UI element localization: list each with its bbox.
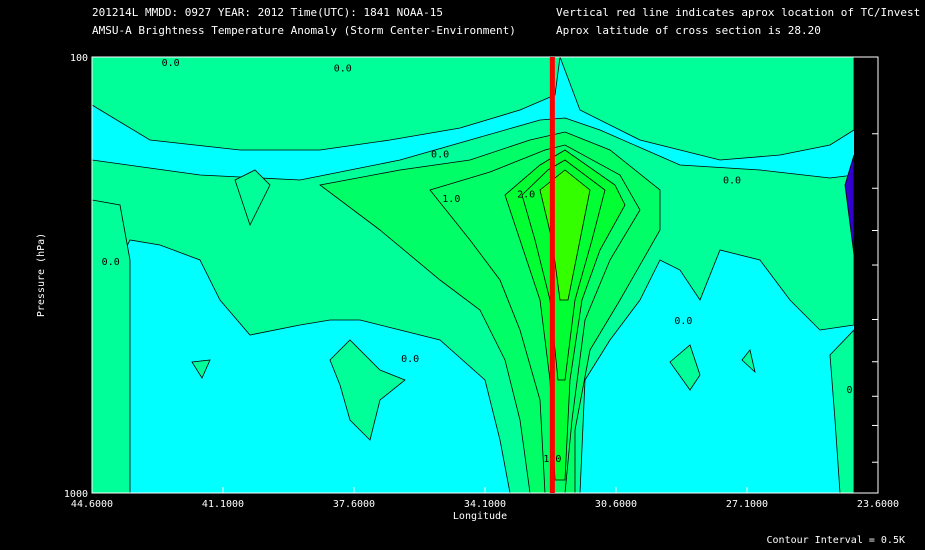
contour-label: 0.0 <box>162 58 180 69</box>
contour-region-0 <box>741 349 756 374</box>
x-tick-label: 27.1000 <box>726 499 768 510</box>
header-line-2: AMSU-A Brightness Temperature Anomaly (S… <box>92 24 516 37</box>
x-tick-label: 30.6000 <box>595 499 637 510</box>
header-line-1: 201214L MMDD: 0927 YEAR: 2012 Time(UTC):… <box>92 6 443 19</box>
cold-spot <box>844 154 854 256</box>
contour-region-0 <box>329 339 406 441</box>
x-tick-label: 37.6000 <box>333 499 375 510</box>
contour-region-0 <box>829 329 854 493</box>
x-tick-label: 44.6000 <box>71 499 113 510</box>
y-tick-label: 1000 <box>64 489 88 500</box>
contour-label: 0.0 <box>431 149 449 160</box>
x-tick-label: 34.1000 <box>464 499 506 510</box>
x-tick-label: 41.1000 <box>202 499 244 510</box>
y-axis-label: Pressure (hPa) <box>36 233 47 317</box>
contour-region-0 <box>669 344 701 391</box>
contour-label: 0.0 <box>674 316 692 327</box>
contour-region-0 <box>92 199 131 493</box>
contour-region-0 <box>191 359 211 379</box>
header-right-1: Vertical red line indicates aprox locati… <box>556 6 921 19</box>
contour-label: 1.0 <box>442 194 460 205</box>
contour-region-0 <box>92 117 854 493</box>
no-data-strip <box>854 57 878 493</box>
contour-region-0 <box>92 57 854 161</box>
x-axis-label: Longitude <box>453 511 507 522</box>
contour-fill-layer <box>92 57 854 493</box>
header-right-2: Aprox latitude of cross section is 28.20 <box>556 24 821 37</box>
contour-label: 0.0 <box>102 257 120 268</box>
contour-interval-text: Contour Interval = 0.5K <box>767 535 905 546</box>
contour-label: 0.0 <box>723 175 741 186</box>
y-tick-label: 100 <box>70 53 88 64</box>
contour-label: 0.0 <box>334 64 352 75</box>
contour-label: 0.0 <box>847 385 865 396</box>
contour-label: 2.0 <box>517 189 535 200</box>
contour-label: 0.0 <box>401 354 419 365</box>
y-axis-ticks: 100 1000 <box>64 53 878 500</box>
contour-region-0 <box>234 169 271 227</box>
x-tick-label: 23.6000 <box>857 499 899 510</box>
x-axis-ticks: 44.6000 41.1000 37.6000 34.1000 30.6000 27.10… <box>71 487 899 510</box>
